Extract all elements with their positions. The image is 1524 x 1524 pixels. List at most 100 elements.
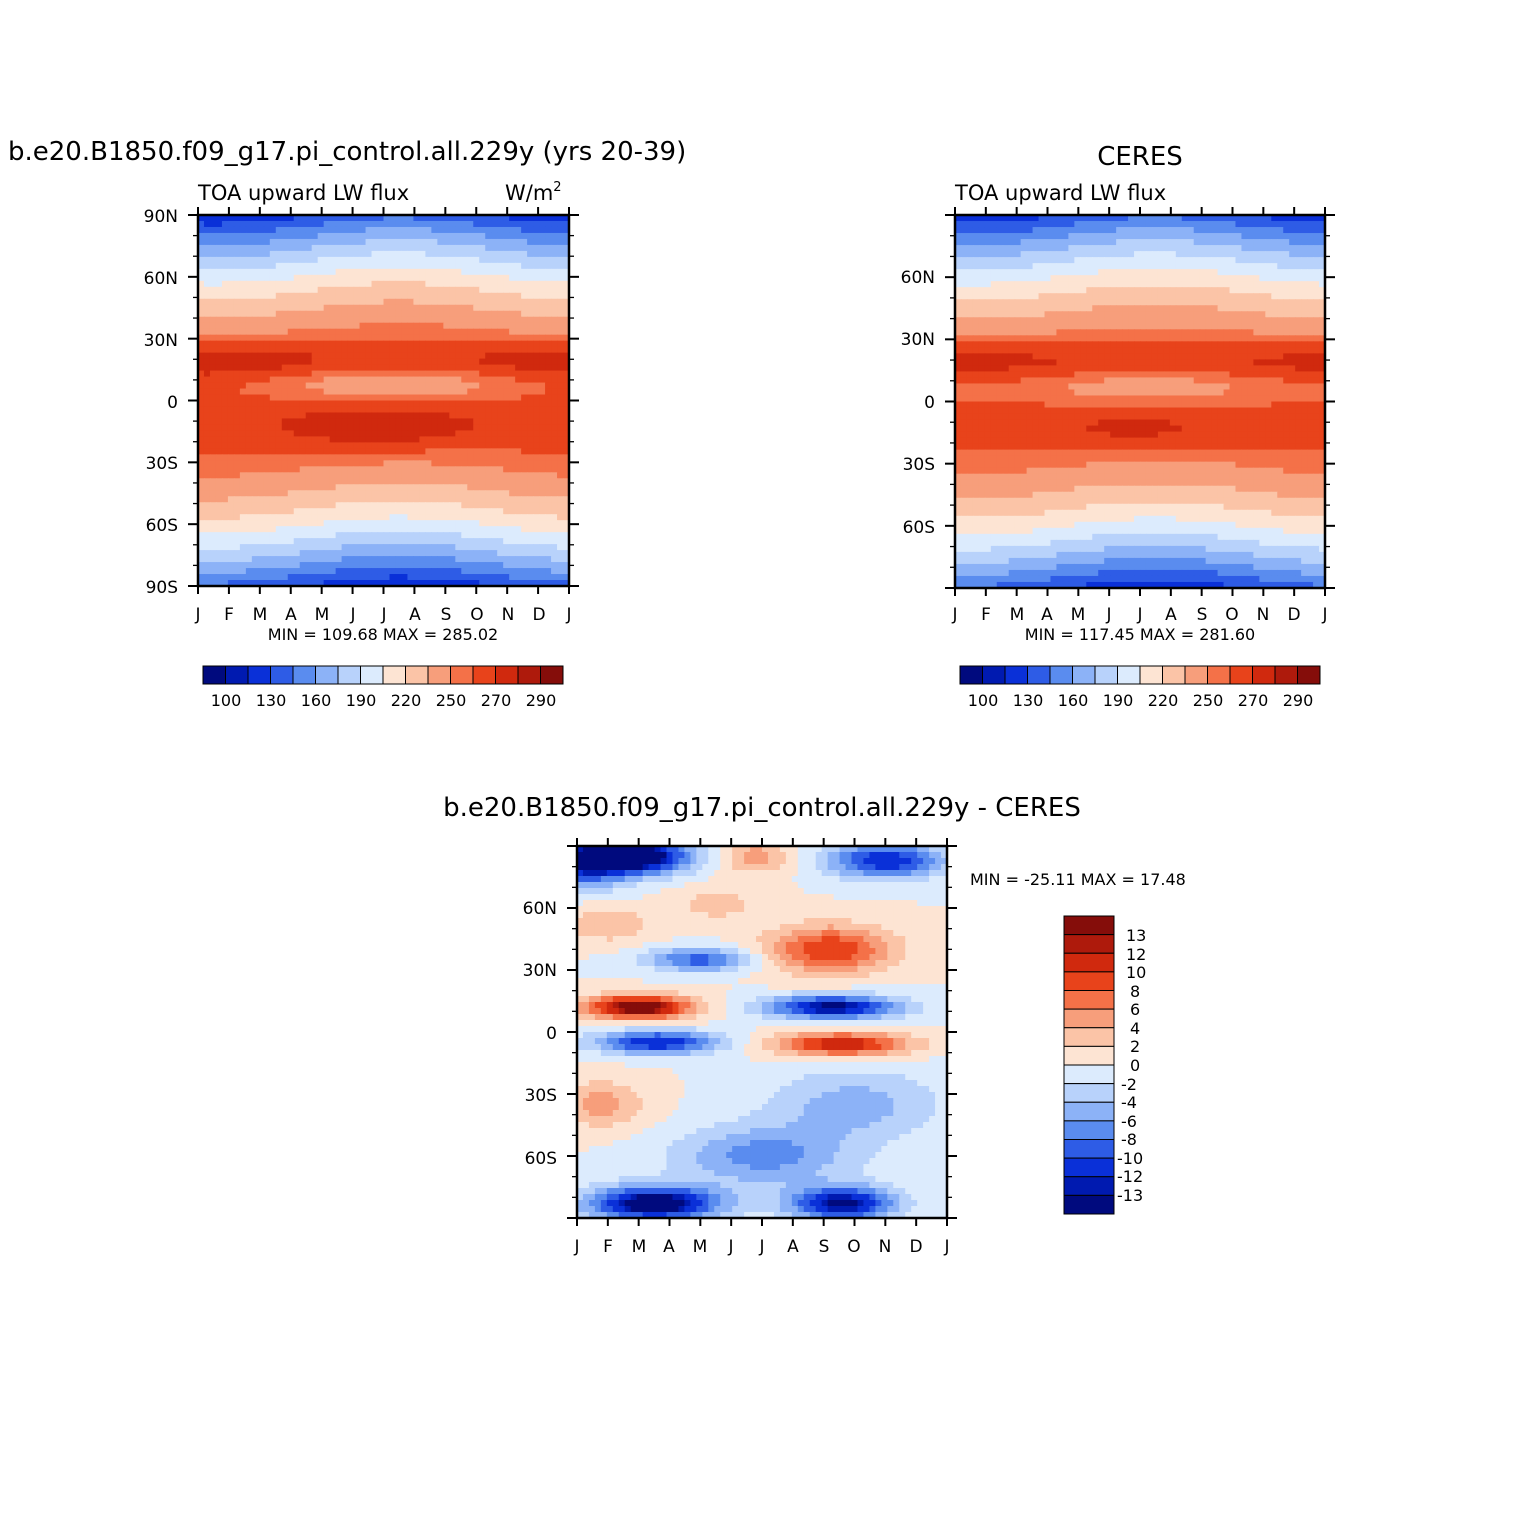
model-colorbar-box xyxy=(202,665,226,685)
ceres-cell xyxy=(1056,269,1064,276)
ceres-cell xyxy=(984,251,992,258)
model-cell xyxy=(401,466,409,473)
model-cell xyxy=(209,352,217,360)
model-cell xyxy=(287,466,295,473)
model-cell xyxy=(509,526,516,533)
model-cell xyxy=(467,466,474,473)
model-cell xyxy=(521,382,528,390)
model-cell xyxy=(383,250,391,258)
model-cell xyxy=(371,215,379,222)
model-cell xyxy=(425,220,432,228)
model-cell xyxy=(233,538,241,545)
model-cell xyxy=(479,268,486,276)
ceres-cell xyxy=(1163,227,1171,234)
ceres-cell xyxy=(978,299,986,306)
model-cell xyxy=(479,418,486,426)
model-cell xyxy=(335,412,343,420)
ceres-cell xyxy=(1217,233,1225,240)
model-cell xyxy=(485,280,492,288)
model-cell xyxy=(347,454,355,461)
model-cell xyxy=(401,514,409,521)
model-cell xyxy=(341,544,349,551)
model-cell xyxy=(239,274,247,282)
model-cell xyxy=(305,460,313,467)
model-cell xyxy=(341,268,349,276)
model-cell xyxy=(413,280,420,288)
model-cell xyxy=(251,460,259,467)
ceres-cell xyxy=(1169,299,1177,306)
model-cell xyxy=(317,286,325,294)
model-cell xyxy=(527,274,534,282)
model-cell xyxy=(317,418,325,426)
ceres-cell xyxy=(1319,257,1326,264)
model-cell xyxy=(497,334,504,342)
model-cell xyxy=(533,262,540,270)
ceres-cell xyxy=(1157,263,1165,270)
model-cell xyxy=(215,496,223,503)
model-cell xyxy=(407,226,415,234)
ceres-cell xyxy=(1157,299,1165,306)
model-cell xyxy=(509,532,516,539)
model-cell xyxy=(311,262,319,270)
model-cell xyxy=(269,388,277,396)
model-cell xyxy=(551,424,558,432)
model-cell xyxy=(198,496,205,503)
model-cell xyxy=(365,472,373,479)
ceres-cell xyxy=(1008,245,1016,252)
ceres-cell xyxy=(1181,299,1189,306)
model-cell xyxy=(329,388,337,396)
ceres-cell xyxy=(1110,233,1117,240)
ceres-cell xyxy=(978,293,986,300)
model-cell xyxy=(317,334,325,342)
model-cell xyxy=(257,466,265,473)
model-cell xyxy=(221,358,229,366)
model-cell xyxy=(527,244,534,252)
ceres-cell xyxy=(1116,257,1123,264)
ceres-cell xyxy=(1235,293,1243,300)
ceres-cell xyxy=(1116,215,1123,222)
model-cell xyxy=(275,478,283,485)
model-cell xyxy=(443,364,450,372)
ceres-cell xyxy=(1145,233,1153,240)
model-cell xyxy=(533,232,540,240)
model-cell xyxy=(509,454,516,461)
model-cell xyxy=(299,484,307,491)
ceres-cell xyxy=(1199,299,1207,306)
model-cell xyxy=(269,334,277,342)
model-cell xyxy=(449,544,456,551)
model-cell xyxy=(509,430,516,437)
model-cell xyxy=(443,298,450,306)
ceres-cell xyxy=(1307,251,1314,258)
model-cell xyxy=(347,256,355,264)
ceres-cell xyxy=(1116,293,1123,300)
ceres-cell xyxy=(984,233,992,240)
model-cell xyxy=(269,526,277,533)
model-cell xyxy=(365,226,373,234)
ceres-cell xyxy=(1074,245,1081,252)
model-cell xyxy=(377,562,385,569)
model-cell xyxy=(503,562,510,569)
model-cell xyxy=(503,334,510,342)
model-cell xyxy=(563,370,570,378)
model-cell xyxy=(503,556,510,563)
model-cell xyxy=(491,238,498,246)
model-cell xyxy=(485,346,492,354)
model-cell xyxy=(209,340,217,348)
ceres-cell xyxy=(1253,221,1260,228)
model-cell xyxy=(491,346,498,354)
model-cell xyxy=(198,562,205,569)
model-cell xyxy=(413,406,420,414)
ceres-cell xyxy=(1134,275,1141,282)
model-cell xyxy=(293,322,301,330)
model-cell xyxy=(359,448,367,455)
model-cell xyxy=(401,442,409,449)
model-cell xyxy=(198,232,205,240)
ceres-cell xyxy=(1068,305,1075,312)
ceres-cell xyxy=(1223,245,1231,252)
model-cell xyxy=(245,220,253,228)
model-cell xyxy=(359,502,367,509)
model-cell xyxy=(443,412,450,420)
ceres-cell xyxy=(1259,305,1266,312)
model-cell xyxy=(323,466,331,473)
model-cell xyxy=(251,466,259,473)
